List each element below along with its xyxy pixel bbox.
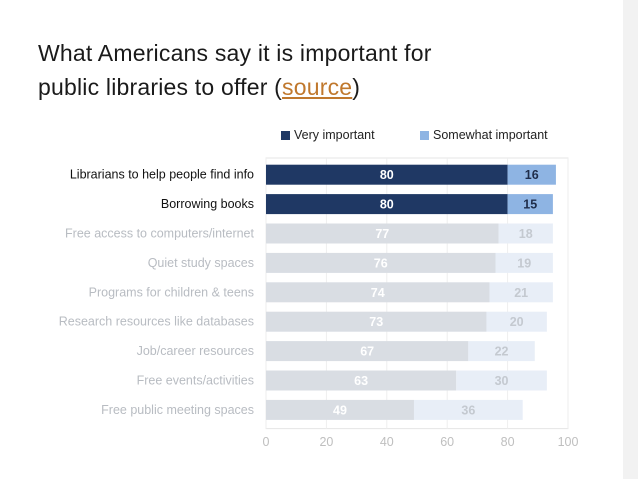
title-line-1: What Americans say it is important for bbox=[38, 40, 432, 66]
bar-very-important bbox=[266, 282, 490, 303]
chart-title: What Americans say it is important for p… bbox=[38, 36, 598, 104]
category-label: Research resources like databases bbox=[59, 315, 254, 329]
legend-swatch-very-important bbox=[281, 130, 290, 140]
category-label: Librarians to help people find info bbox=[70, 168, 254, 182]
data-label-somewhat-important: 20 bbox=[510, 315, 524, 329]
data-label-very-important: 67 bbox=[360, 345, 374, 359]
source-link[interactable]: source bbox=[282, 74, 353, 100]
data-label-very-important: 77 bbox=[375, 227, 389, 241]
title-line-2-suffix: ) bbox=[352, 74, 361, 100]
bar-somewhat-important bbox=[468, 341, 535, 362]
data-label-very-important: 49 bbox=[333, 403, 347, 417]
category-label: Quiet study spaces bbox=[148, 256, 254, 270]
bar-very-important bbox=[266, 164, 508, 185]
x-tick-label: 0 bbox=[263, 435, 270, 449]
category-label: Free public meeting spaces bbox=[101, 403, 254, 417]
bar-somewhat-important bbox=[507, 194, 553, 215]
bar-somewhat-important bbox=[498, 223, 553, 244]
bar-somewhat-important bbox=[486, 311, 547, 332]
data-label-somewhat-important: 21 bbox=[514, 286, 528, 300]
x-tick-label: 60 bbox=[440, 435, 454, 449]
x-tick-label: 80 bbox=[501, 435, 515, 449]
bar-somewhat-important bbox=[489, 282, 553, 303]
bar-very-important bbox=[266, 341, 469, 362]
bar-very-important bbox=[266, 399, 414, 420]
data-label-somewhat-important: 18 bbox=[519, 227, 533, 241]
category-label: Free events/activities bbox=[137, 374, 254, 388]
data-label-very-important: 74 bbox=[371, 286, 385, 300]
data-label-very-important: 73 bbox=[369, 315, 383, 329]
category-label: Job/career resources bbox=[137, 344, 254, 358]
data-label-somewhat-important: 15 bbox=[523, 198, 537, 212]
bar-somewhat-important bbox=[495, 252, 553, 273]
title-line-2-prefix: public libraries to offer ( bbox=[38, 74, 283, 100]
bar-very-important bbox=[266, 194, 508, 215]
bar-very-important bbox=[266, 223, 499, 244]
title-line-2: public libraries to offer (source) bbox=[38, 70, 598, 104]
legend-label-very-important: Very important bbox=[294, 128, 375, 142]
bar-very-important bbox=[266, 311, 487, 332]
legend-item-very-important: Very important bbox=[281, 128, 375, 142]
data-label-somewhat-important: 30 bbox=[495, 374, 509, 388]
bar-somewhat-important bbox=[507, 164, 556, 185]
category-label: Free access to computers/internet bbox=[65, 227, 254, 241]
data-label-very-important: 63 bbox=[354, 374, 368, 388]
data-label-very-important: 80 bbox=[380, 198, 394, 212]
x-tick-label: 20 bbox=[319, 435, 333, 449]
legend-swatch-somewhat-important bbox=[420, 130, 429, 140]
bar-very-important bbox=[266, 370, 457, 391]
x-tick-label: 40 bbox=[380, 435, 394, 449]
data-label-somewhat-important: 19 bbox=[517, 256, 531, 270]
legend-item-somewhat-important: Somewhat important bbox=[420, 128, 548, 142]
data-label-somewhat-important: 16 bbox=[525, 168, 539, 182]
x-tick-label: 100 bbox=[558, 435, 579, 449]
legend-label-somewhat-important: Somewhat important bbox=[433, 128, 548, 142]
bar-very-important bbox=[266, 252, 496, 273]
data-label-very-important: 76 bbox=[374, 256, 388, 270]
data-label-very-important: 80 bbox=[380, 168, 394, 182]
category-label: Borrowing books bbox=[161, 197, 254, 211]
data-label-somewhat-important: 22 bbox=[495, 345, 509, 359]
category-label: Programs for children & teens bbox=[89, 285, 254, 299]
bar-somewhat-important bbox=[413, 399, 523, 420]
data-label-somewhat-important: 36 bbox=[461, 403, 475, 417]
bar-somewhat-important bbox=[456, 370, 547, 391]
